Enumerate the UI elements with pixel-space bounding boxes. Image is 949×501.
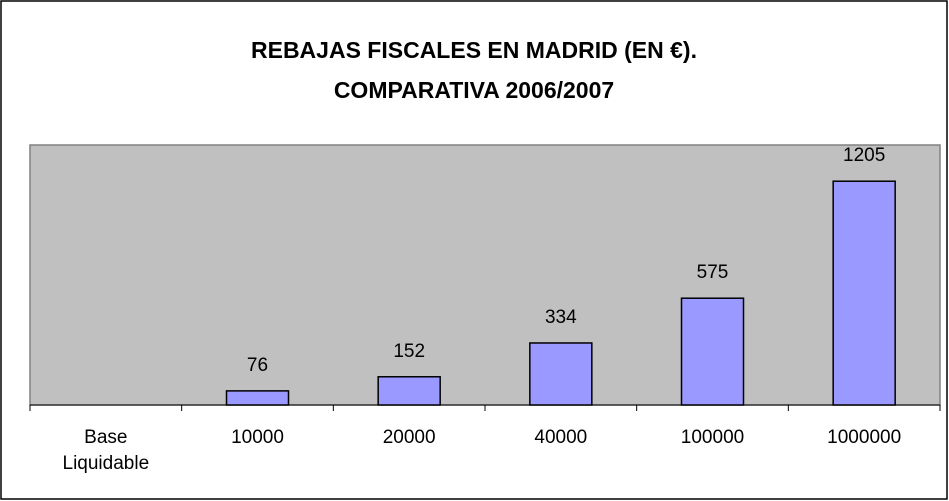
bar	[529, 342, 593, 406]
x-tick-label: 1000000	[827, 427, 901, 448]
chart-title: REBAJAS FISCALES EN MADRID (EN €).	[251, 37, 697, 63]
bar	[680, 297, 745, 406]
value-label: 1205	[843, 145, 885, 166]
value-label: 334	[545, 307, 577, 328]
value-label: 76	[247, 355, 268, 376]
x-tick-label: 10000	[231, 427, 284, 448]
bar	[832, 180, 896, 406]
x-tick-label: 20000	[383, 427, 436, 448]
x-tick-label: Base Liquidable	[63, 427, 150, 474]
value-label: 575	[697, 262, 729, 283]
value-label: 152	[393, 341, 425, 362]
chart-title: COMPARATIVA 2006/2007	[334, 77, 614, 103]
bar	[225, 390, 290, 406]
bar	[377, 376, 441, 406]
x-tick-label: 40000	[534, 427, 587, 448]
x-tick-label: 100000	[681, 427, 744, 448]
plot-area	[29, 144, 941, 406]
